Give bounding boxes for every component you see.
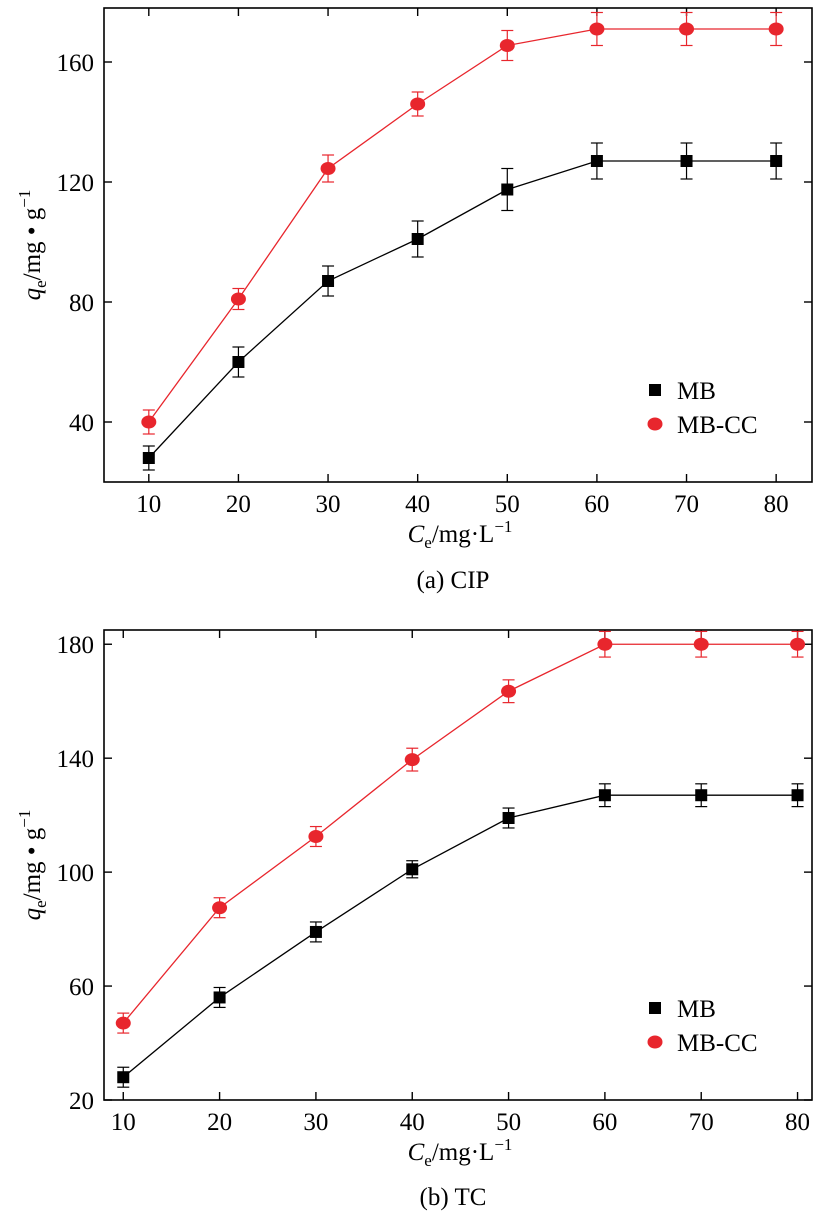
data-point-mb	[406, 863, 419, 876]
data-point-mb-cc	[212, 901, 228, 915]
data-point-mb	[680, 155, 693, 167]
data-point-mb-cc	[679, 22, 695, 36]
y-tick-label: 180	[57, 632, 95, 659]
y-tick-label: 160	[57, 50, 95, 77]
y-axis-title: qe/mg • g−1	[15, 810, 50, 921]
x-tick-label: 80	[764, 491, 789, 518]
x-tick-label: 30	[316, 491, 341, 518]
x-tick-label: 70	[689, 1109, 714, 1136]
data-point-mb-cc	[693, 637, 709, 651]
data-point-mb	[501, 183, 514, 196]
series-line-mb	[148, 160, 777, 459]
legend-label-mb: MB	[677, 378, 716, 405]
legend-marker-mb-cc	[647, 417, 663, 431]
data-point-mb	[309, 925, 322, 938]
y-tick-label: 20	[69, 1088, 94, 1115]
series-line-mb	[122, 794, 798, 1078]
data-point-mb	[142, 452, 155, 464]
plot-frame	[103, 7, 813, 483]
x-tick-label: 40	[400, 1109, 425, 1136]
data-point-mb-cc	[410, 97, 426, 111]
x-tick-label: 60	[584, 491, 609, 518]
y-tick-label: 100	[57, 860, 95, 887]
data-point-mb	[117, 1071, 130, 1084]
data-point-mb	[232, 356, 245, 368]
plot-frame	[103, 629, 813, 1101]
data-point-mb	[770, 155, 783, 167]
x-tick-label: 50	[495, 491, 520, 518]
data-point-mb-cc	[501, 684, 517, 698]
data-point-mb	[791, 789, 804, 802]
data-point-mb	[213, 991, 226, 1004]
data-point-mb	[502, 812, 515, 824]
data-point-mb-cc	[768, 22, 784, 36]
legend-label-mb-cc: MB-CC	[677, 1030, 758, 1057]
x-axis-title: Ce/mg·L−1	[408, 517, 513, 552]
data-point-mb	[598, 789, 611, 802]
legend: MB MB-CC	[647, 378, 758, 439]
series-line-mb-cc	[148, 28, 777, 423]
data-point-mb-cc	[141, 415, 157, 429]
legend-marker-mb	[649, 1002, 661, 1014]
legend-marker-mb	[649, 384, 661, 396]
data-point-mb-cc	[589, 22, 605, 36]
data-point-mb	[411, 233, 424, 245]
data-point-mb-cc	[308, 830, 324, 844]
panel-caption: (b) TC	[420, 1184, 487, 1211]
data-point-mb-cc	[230, 292, 246, 306]
y-tick-label: 80	[69, 290, 94, 317]
x-tick-label: 50	[496, 1109, 521, 1136]
data-point-mb	[590, 155, 603, 167]
data-point-mb	[695, 789, 708, 802]
x-tick-label: 70	[674, 491, 699, 518]
legend-marker-mb-cc	[647, 1035, 663, 1049]
x-tick-label: 80	[785, 1109, 810, 1136]
data-point-mb-cc	[320, 162, 336, 175]
x-tick-label: 20	[207, 1109, 232, 1136]
x-tick-label: 10	[136, 491, 161, 518]
data-point-mb-cc	[115, 1016, 131, 1030]
data-point-mb-cc	[404, 753, 420, 767]
y-axis-title: qe/mg • g−1	[15, 190, 50, 301]
y-tick-label: 60	[69, 974, 94, 1001]
y-tick-label: 40	[69, 410, 94, 437]
data-point-mb-cc	[499, 39, 515, 52]
series-line-mb-cc	[122, 643, 798, 1024]
panel-caption: (a) CIP	[417, 567, 490, 594]
data-point-mb-cc	[790, 637, 806, 651]
x-tick-label: 30	[303, 1109, 328, 1136]
data-point-mb-cc	[597, 637, 613, 651]
y-tick-label: 140	[57, 746, 95, 773]
legend-label-mb: MB	[677, 996, 716, 1023]
panel-b-tc: 10 20 30 40 50 60 70 80 20 60 100 140 180 Ce/mg·L−1 qe…	[15, 629, 813, 1211]
x-tick-label: 20	[226, 491, 251, 518]
panel-a-cip: 10 20 30 40 50 60 70 80 40 80 120 160 Ce/mg·L−1 qe/mg…	[15, 7, 813, 594]
legend: MB MB-CC	[647, 996, 758, 1057]
x-tick-label: 60	[592, 1109, 617, 1136]
legend-label-mb-cc: MB-CC	[677, 412, 758, 439]
y-tick-label: 120	[57, 170, 95, 197]
x-axis-title: Ce/mg·L−1	[408, 1135, 513, 1170]
x-tick-label: 10	[111, 1109, 136, 1136]
x-tick-label: 40	[405, 491, 430, 518]
data-point-mb	[322, 275, 335, 287]
